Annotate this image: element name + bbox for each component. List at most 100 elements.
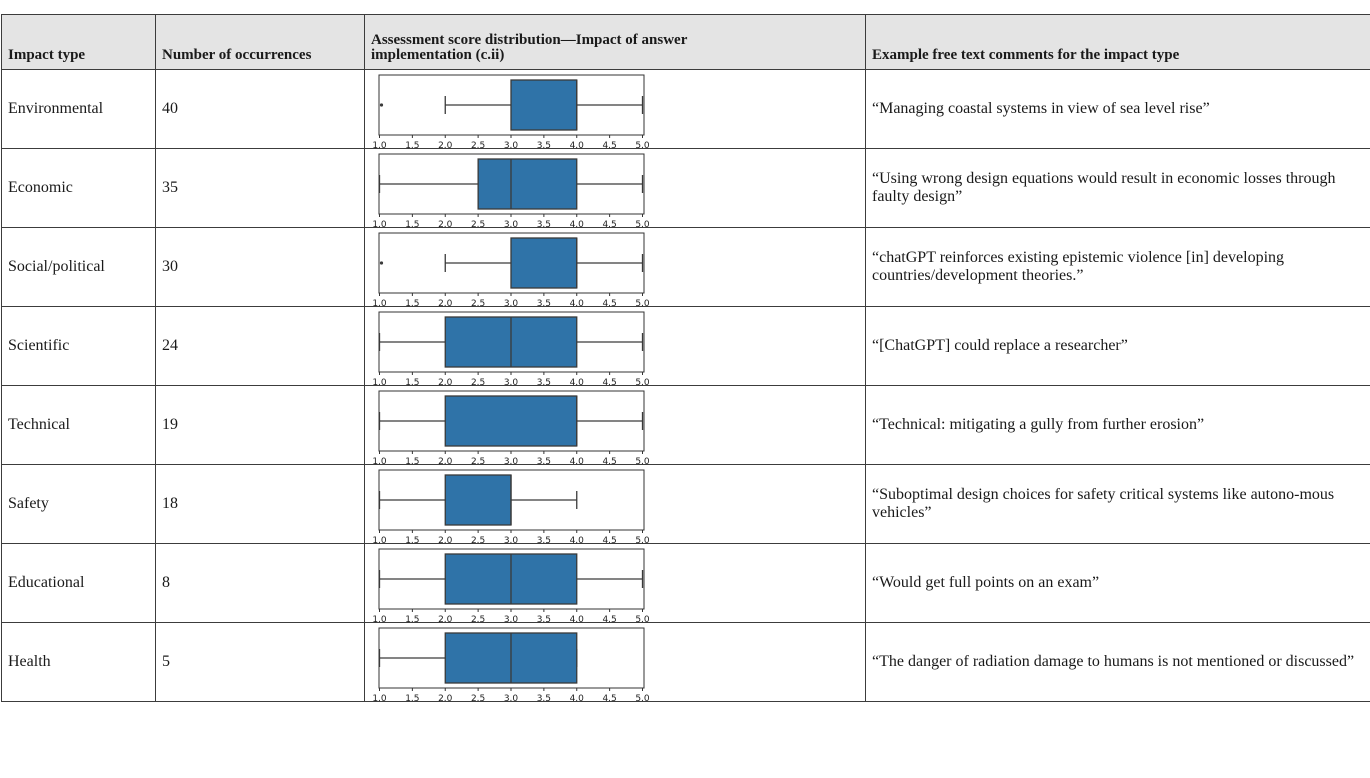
x-tick-label: 1.0	[372, 141, 387, 148]
x-tick-label: 2.5	[471, 615, 485, 622]
example-comment: “Managing coastal systems in view of sea…	[872, 100, 1210, 117]
occurrences-cell: 30	[155, 227, 365, 307]
x-tick-label: 2.0	[438, 299, 453, 306]
x-tick-label: 1.5	[405, 536, 419, 543]
impact-type-cell: Technical	[1, 385, 156, 465]
table-row: Economic 35 1.0 1.5 2.0 2.5 3.0 3.5 4.0 4.5 5.0 “Us…	[1, 148, 1370, 228]
x-tick-label: 2.0	[438, 536, 453, 543]
boxplot-cell: 1.0 1.5 2.0 2.5 3.0 3.5 4.0 4.5 5.0	[364, 543, 866, 623]
x-tick-label: 3.0	[504, 536, 519, 543]
x-tick-label: 2.0	[438, 220, 453, 227]
x-tick-label: 2.0	[438, 457, 453, 464]
x-tick-label: 1.5	[405, 457, 419, 464]
example-comment: “[ChatGPT] could replace a researcher”	[872, 337, 1128, 354]
boxplot-cell: 1.0 1.5 2.0 2.5 3.0 3.5 4.0 4.5 5.0	[364, 464, 866, 544]
x-tick-label: 1.0	[372, 694, 387, 701]
boxplot: 1.0 1.5 2.0 2.5 3.0 3.5 4.0 4.5 5.0	[372, 390, 650, 464]
outlier-point	[379, 261, 384, 265]
x-tick-label: 5.0	[635, 694, 650, 701]
x-tick-label: 2.0	[438, 378, 453, 385]
table-row: Educational 8 1.0 1.5 2.0 2.5 3.0 3.5 4.0 4.5 5.0 “…	[1, 543, 1370, 623]
impact-type-cell: Educational	[1, 543, 156, 623]
iqr-box	[477, 158, 578, 210]
example-comment: “Technical: mitigating a gully from furt…	[872, 416, 1205, 433]
impact-type-cell: Health	[1, 622, 156, 702]
boxplot: 1.0 1.5 2.0 2.5 3.0 3.5 4.0 4.5 5.0	[372, 548, 650, 622]
x-tick-label: 1.0	[372, 536, 387, 543]
x-tick-label: 4.0	[570, 141, 585, 148]
example-comment-cell: “[ChatGPT] could replace a researcher”	[865, 306, 1370, 386]
iqr-box	[510, 79, 578, 131]
boxplot: 1.0 1.5 2.0 2.5 3.0 3.5 4.0 4.5 5.0	[372, 627, 650, 701]
header-row: Impact type Number of occurrences Assess…	[1, 14, 1370, 70]
x-tick-label: 4.5	[602, 299, 616, 306]
boxplot-cell: 1.0 1.5 2.0 2.5 3.0 3.5 4.0 4.5 5.0	[364, 306, 866, 386]
iqr-box	[444, 395, 578, 447]
x-tick-label: 5.0	[635, 378, 650, 385]
x-tick-label: 2.5	[471, 536, 485, 543]
x-tick-label: 1.5	[405, 220, 419, 227]
example-comment-cell: “Using wrong design equations would resu…	[865, 148, 1370, 228]
example-comment: “Suboptimal design choices for safety cr…	[872, 486, 1335, 521]
example-comment-cell: “Would get full points on an exam”	[865, 543, 1370, 623]
iqr-box	[510, 237, 578, 289]
table-row: Scientific 24 1.0 1.5 2.0 2.5 3.0 3.5 4.0 4.5 5.0 “…	[1, 306, 1370, 386]
x-tick-label: 4.0	[570, 220, 585, 227]
x-tick-label: 1.0	[372, 615, 387, 622]
table-row: Safety 18 1.0 1.5 2.0 2.5 3.0 3.5 4.0 4.5 5.0 “Subo…	[1, 464, 1370, 544]
impact-type-cell: Economic	[1, 148, 156, 228]
x-tick-label: 3.0	[504, 141, 519, 148]
x-tick-label: 4.5	[602, 536, 616, 543]
occurrences-cell: 40	[155, 69, 365, 149]
table-row: Social/political 30 1.0 1.5 2.0 2.5 3.0 3.5 4.0 4…	[1, 227, 1370, 307]
occurrences-cell: 18	[155, 464, 365, 544]
header-distribution: Assessment score distribution—Impact of …	[364, 14, 866, 70]
x-tick-label: 3.0	[504, 220, 519, 227]
x-tick-label: 3.0	[504, 615, 519, 622]
example-comment: “Using wrong design equations would resu…	[872, 170, 1336, 205]
x-tick-label: 1.5	[405, 694, 419, 701]
x-tick-label: 5.0	[635, 141, 650, 148]
impact-table: Impact type Number of occurrences Assess…	[1, 14, 1370, 702]
boxplot: 1.0 1.5 2.0 2.5 3.0 3.5 4.0 4.5 5.0	[372, 311, 650, 385]
boxplot-cell: 1.0 1.5 2.0 2.5 3.0 3.5 4.0 4.5 5.0	[364, 69, 866, 149]
table-body: Environmental 40 1.0 1.5 2.0 2.5 3.0 3.5 4.0 4.5 5…	[1, 69, 1370, 702]
x-tick-label: 3.5	[537, 536, 551, 543]
boxplot-cell: 1.0 1.5 2.0 2.5 3.0 3.5 4.0 4.5 5.0	[364, 227, 866, 307]
x-tick-label: 1.0	[372, 220, 387, 227]
x-tick-label: 4.5	[602, 694, 616, 701]
x-tick-label: 3.5	[537, 220, 551, 227]
example-comment-cell: “Suboptimal design choices for safety cr…	[865, 464, 1370, 544]
x-tick-label: 4.5	[602, 457, 616, 464]
impact-type-cell: Scientific	[1, 306, 156, 386]
occurrences-cell: 24	[155, 306, 365, 386]
x-tick-label: 4.5	[602, 378, 616, 385]
header-example: Example free text comments for the impac…	[865, 14, 1370, 70]
example-comment: “chatGPT reinforces existing epistemic v…	[872, 249, 1285, 284]
x-tick-label: 4.0	[570, 299, 585, 306]
x-tick-label: 2.0	[438, 694, 453, 701]
x-tick-label: 4.0	[570, 378, 585, 385]
x-tick-label: 1.0	[372, 299, 387, 306]
x-tick-label: 5.0	[635, 615, 650, 622]
x-tick-label: 1.0	[372, 378, 387, 385]
x-tick-label: 1.5	[405, 615, 419, 622]
boxplot: 1.0 1.5 2.0 2.5 3.0 3.5 4.0 4.5 5.0	[372, 469, 650, 543]
x-tick-label: 2.5	[471, 141, 485, 148]
x-tick-label: 2.5	[471, 694, 485, 701]
x-tick-label: 4.5	[602, 220, 616, 227]
example-comment-cell: “Managing coastal systems in view of sea…	[865, 69, 1370, 149]
x-tick-label: 3.5	[537, 615, 551, 622]
header-occurrences: Number of occurrences	[155, 14, 365, 70]
x-tick-label: 3.5	[537, 299, 551, 306]
x-tick-label: 3.0	[504, 694, 519, 701]
x-tick-label: 2.5	[471, 299, 485, 306]
x-tick-label: 5.0	[635, 536, 650, 543]
boxplot-cell: 1.0 1.5 2.0 2.5 3.0 3.5 4.0 4.5 5.0	[364, 385, 866, 465]
impact-type-cell: Social/political	[1, 227, 156, 307]
x-tick-label: 2.0	[438, 141, 453, 148]
x-tick-label: 2.5	[471, 220, 485, 227]
x-tick-label: 3.0	[504, 299, 519, 306]
table-row: Technical 19 1.0 1.5 2.0 2.5 3.0 3.5 4.0 4.5 5.0 “T…	[1, 385, 1370, 465]
example-comment-cell: “The danger of radiation damage to human…	[865, 622, 1370, 702]
